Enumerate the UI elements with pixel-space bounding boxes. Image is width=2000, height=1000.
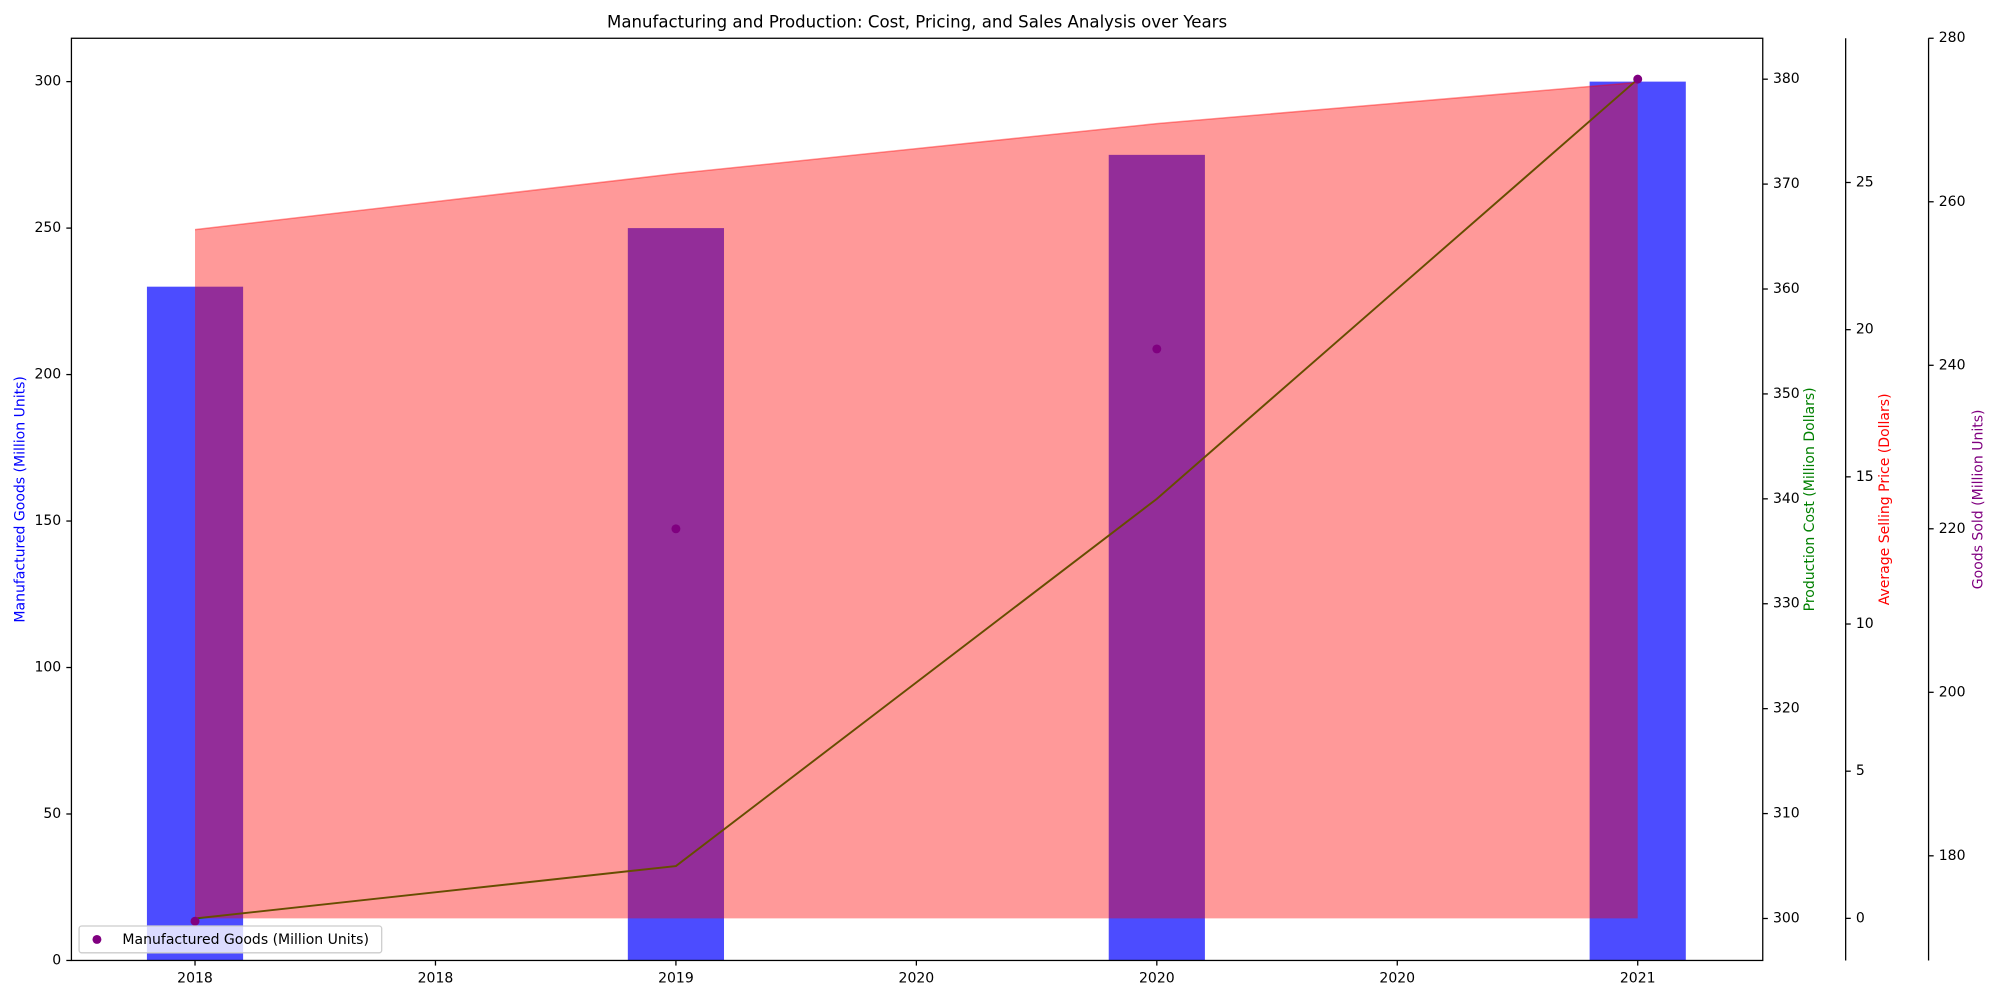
y-tick-label: 0 bbox=[52, 952, 61, 968]
y-tick-label: 200 bbox=[34, 367, 61, 383]
y-tick-label: 100 bbox=[34, 660, 61, 676]
scatter-point bbox=[671, 524, 681, 534]
bar bbox=[146, 286, 244, 961]
y-tick-label: 380 bbox=[1773, 71, 1800, 87]
y-tick-label: 0 bbox=[1856, 910, 1865, 926]
y-tick-label: 300 bbox=[34, 74, 61, 90]
axis-label: Manufactured Goods (Million Units) bbox=[12, 376, 28, 623]
axis-label: Production Cost (Million Dollars) bbox=[1802, 387, 1818, 611]
y-tick-label: 250 bbox=[34, 220, 61, 236]
line bbox=[194, 78, 1639, 920]
x-tick-label: 2020 bbox=[899, 970, 935, 986]
y-tick-label: 20 bbox=[1856, 322, 1874, 338]
y-tick-label: 15 bbox=[1856, 469, 1874, 485]
x-tick-label: 2019 bbox=[658, 970, 694, 986]
bar bbox=[627, 228, 725, 961]
y-tick-label: 25 bbox=[1856, 174, 1874, 190]
area-edge bbox=[194, 81, 1638, 231]
bar bbox=[1108, 154, 1205, 961]
axis-label: Average Selling Price (Dollars) bbox=[1877, 393, 1893, 605]
x-tick-label: 2018 bbox=[418, 970, 454, 986]
y-tick-label: 370 bbox=[1773, 176, 1800, 192]
y-tick-label: 5 bbox=[1856, 763, 1865, 779]
scatter-point bbox=[1633, 74, 1643, 84]
scatter-point bbox=[190, 916, 200, 926]
y-tick-label: 340 bbox=[1773, 491, 1800, 507]
bar bbox=[1589, 81, 1686, 961]
legend-box bbox=[78, 925, 383, 954]
y-tick-label: 240 bbox=[1939, 357, 1966, 373]
legend-label: Manufactured Goods (Million Units) bbox=[122, 932, 368, 948]
y-tick-label: 280 bbox=[1939, 30, 1966, 46]
y-tick-label: 310 bbox=[1773, 806, 1800, 822]
y-tick-label: 220 bbox=[1939, 521, 1966, 537]
y-tick-label: 360 bbox=[1773, 281, 1800, 297]
y-tick-label: 180 bbox=[1939, 848, 1966, 864]
x-tick-label: 2020 bbox=[1379, 970, 1415, 986]
scatter-point bbox=[1152, 344, 1162, 354]
y-tick-label: 350 bbox=[1773, 386, 1800, 402]
x-tick-label: 2020 bbox=[1139, 970, 1175, 986]
legend-marker bbox=[92, 934, 102, 944]
axis-label: Goods Sold (Million Units) bbox=[1970, 409, 1986, 589]
chart-title: Manufacturing and Production: Cost, Pric… bbox=[607, 12, 1227, 31]
y-tick-label: 200 bbox=[1939, 684, 1966, 700]
y-tick-label: 10 bbox=[1856, 616, 1874, 632]
area bbox=[195, 82, 1638, 919]
y-tick-label: 320 bbox=[1773, 701, 1800, 717]
x-tick-label: 2021 bbox=[1620, 970, 1656, 986]
y-tick-label: 260 bbox=[1939, 194, 1966, 210]
y-tick-label: 300 bbox=[1773, 910, 1800, 926]
y-tick-label: 330 bbox=[1773, 596, 1800, 612]
x-tick-label: 2018 bbox=[177, 970, 213, 986]
y-tick-label: 50 bbox=[43, 806, 61, 822]
y-tick-label: 150 bbox=[34, 513, 61, 529]
